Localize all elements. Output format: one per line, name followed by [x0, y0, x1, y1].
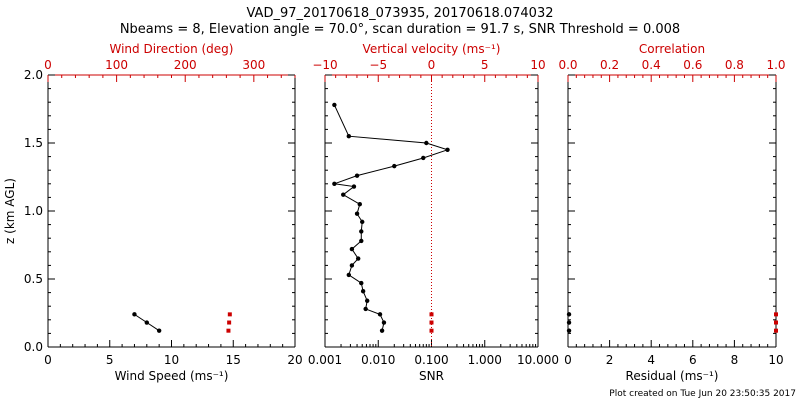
- y-tick-label: 0.5: [24, 272, 43, 286]
- x-tick-label: 0.100: [414, 353, 448, 367]
- data-point-snr: [346, 272, 352, 278]
- data-point-snr: [363, 306, 368, 312]
- top-tick-label: 1.0: [766, 58, 785, 72]
- data-point-vertical-velocity: [429, 328, 434, 333]
- data-point-snr: [332, 181, 337, 186]
- data-point-snr: [364, 298, 370, 303]
- top-tick-label: 100: [105, 58, 128, 72]
- series-line-snr: [333, 104, 450, 331]
- data-point-wind-speed: [132, 312, 137, 317]
- data-point-correlation: [774, 328, 778, 333]
- x-tick-label: 0.001: [308, 353, 342, 367]
- figure-title-line1: VAD_97_20170618_073935, 20170618.074032: [247, 6, 554, 21]
- top-tick-label: 0.2: [600, 58, 619, 72]
- figure-title-line2: Nbeams = 8, Elevation angle = 70.0°, sca…: [120, 22, 680, 37]
- y-tick-label: 1.5: [24, 136, 43, 150]
- data-point-residual: [566, 320, 572, 325]
- x-tick-label: 20: [287, 353, 302, 367]
- top-tick-label: 300: [242, 58, 265, 72]
- x-tick-label: 6: [689, 353, 697, 367]
- data-point-snr: [359, 229, 364, 234]
- data-point-snr: [381, 320, 387, 325]
- data-point-snr: [355, 256, 361, 261]
- top-tick-label: 0: [44, 58, 52, 72]
- data-point-snr: [354, 173, 360, 178]
- plot-footer: Plot created on Tue Jun 20 23:50:35 2017: [609, 389, 796, 399]
- data-point-snr: [392, 163, 397, 169]
- top-tick-label: 0: [428, 58, 436, 72]
- data-point-wind-speed: [156, 328, 162, 333]
- top-tick-label: 200: [174, 58, 197, 72]
- data-point-correlation: [774, 320, 778, 325]
- panel-correlation: 0 2 4 6 8 10 Residual (ms⁻¹) 0.0 0.2 0.4 0.6 0.8 1.0…: [558, 42, 785, 383]
- data-point-snr: [349, 246, 355, 252]
- top-axis-label: Correlation: [639, 42, 705, 56]
- x-tick-label: 4: [647, 353, 655, 367]
- y-axis-label: z (km AGL): [3, 178, 17, 244]
- data-point-snr: [360, 289, 366, 294]
- x-tick-label: 10: [768, 353, 783, 367]
- x-tick-label: 10: [164, 353, 179, 367]
- data-point-wind-direction: [226, 328, 231, 333]
- x-tick-label: 8: [731, 353, 739, 367]
- data-point-snr: [351, 184, 357, 189]
- top-axis-label: Vertical velocity (ms⁻¹): [363, 42, 501, 56]
- data-point-correlation: [774, 312, 778, 317]
- top-tick-label: 10: [530, 58, 545, 72]
- x-axis-label: Wind Speed (ms⁻¹): [115, 369, 229, 383]
- x-tick-label: 0.010: [361, 353, 395, 367]
- data-point-snr: [445, 147, 450, 152]
- y-tick-label: 0.0: [24, 340, 43, 354]
- top-axis-label: Wind Direction (deg): [110, 42, 234, 56]
- data-point-vertical-velocity: [429, 312, 434, 317]
- top-tick-label: −5: [369, 58, 387, 72]
- data-point-snr: [379, 328, 385, 333]
- x-axis-label: Residual (ms⁻¹): [626, 369, 719, 383]
- top-tick-label: 5: [481, 58, 489, 72]
- y-tick-label: 1.0: [24, 204, 43, 218]
- data-point-snr: [357, 202, 362, 207]
- top-tick-label: 0.6: [683, 58, 702, 72]
- x-tick-label: 15: [226, 353, 241, 367]
- top-tick-label: 0.4: [642, 58, 661, 72]
- data-point-snr: [359, 238, 364, 244]
- x-tick-label: 0: [564, 353, 572, 367]
- data-point-wind-direction: [227, 320, 232, 325]
- data-point-snr: [341, 192, 346, 197]
- x-axis-label: SNR: [419, 369, 444, 383]
- data-point-snr: [349, 263, 355, 268]
- data-point-vertical-velocity: [429, 320, 434, 325]
- data-point-wind-speed: [144, 320, 149, 325]
- data-point-wind-direction: [227, 312, 232, 317]
- data-point-residual: [566, 328, 572, 333]
- data-point-snr: [424, 140, 429, 146]
- y-tick-label: 2.0: [24, 68, 43, 82]
- data-point-snr: [332, 102, 337, 108]
- data-point-snr: [421, 155, 426, 161]
- data-point-snr: [346, 134, 352, 139]
- data-point-snr: [359, 280, 364, 286]
- data-point-snr: [360, 219, 365, 225]
- x-tick-label: 2: [606, 353, 614, 367]
- top-tick-label: 0.0: [558, 58, 577, 72]
- data-point-residual: [566, 312, 572, 317]
- panel-wind: 0.0 0.5 1.0 1.5 2.0 z (km AGL) 0 5 10 15 20 Wind Sp…: [3, 42, 303, 383]
- data-point-snr: [377, 312, 383, 317]
- data-point-snr: [354, 211, 360, 216]
- panel-vertical-velocity: 0.001 0.010 0.100 1.000 10.000 SNR −10 −5 0 5 10 Ve…: [308, 42, 559, 383]
- x-tick-label: 0: [44, 353, 52, 367]
- x-tick-label: 1.000: [468, 353, 502, 367]
- top-tick-label: 0.8: [725, 58, 744, 72]
- x-tick-label: 10.000: [517, 353, 559, 367]
- top-tick-label: −10: [312, 58, 337, 72]
- x-tick-label: 5: [106, 353, 114, 367]
